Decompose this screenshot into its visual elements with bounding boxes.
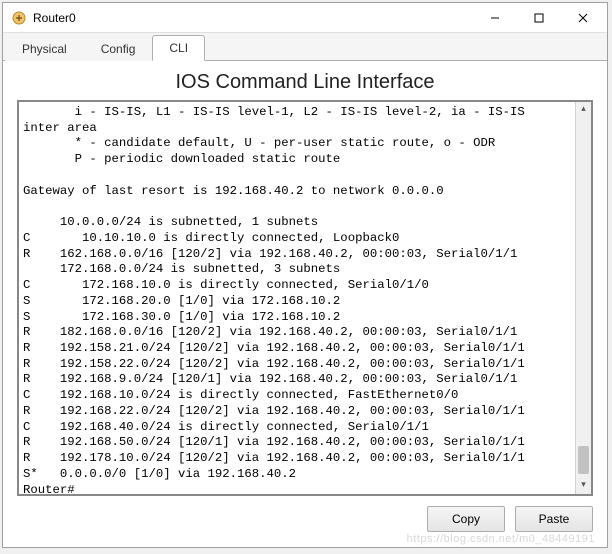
paste-button[interactable]: Paste <box>515 506 593 532</box>
cli-heading: IOS Command Line Interface <box>17 67 593 100</box>
tab-bar: Physical Config CLI <box>3 33 607 61</box>
titlebar: Router0 <box>3 3 607 33</box>
tab-physical[interactable]: Physical <box>5 36 84 61</box>
scroll-up-arrow[interactable]: ▴ <box>576 102 591 118</box>
copy-button[interactable]: Copy <box>427 506 505 532</box>
button-row: Copy Paste <box>17 496 593 532</box>
router-icon <box>11 10 27 26</box>
window-controls <box>473 4 605 32</box>
tab-config[interactable]: Config <box>84 36 153 61</box>
tab-cli[interactable]: CLI <box>152 35 205 61</box>
app-window: Router0 Physical Config CLI IOS Command … <box>2 2 608 548</box>
terminal-scrollbar[interactable]: ▴▾ <box>575 102 591 494</box>
maximize-button[interactable] <box>517 4 561 32</box>
scroll-thumb[interactable] <box>578 446 589 474</box>
cli-terminal[interactable]: i - IS-IS, L1 - IS-IS level-1, L2 - IS-I… <box>17 100 593 496</box>
scroll-track[interactable] <box>576 118 591 478</box>
window-title: Router0 <box>33 11 473 25</box>
close-button[interactable] <box>561 4 605 32</box>
minimize-button[interactable] <box>473 4 517 32</box>
cli-output: i - IS-IS, L1 - IS-IS level-1, L2 - IS-I… <box>23 105 525 496</box>
scroll-down-arrow[interactable]: ▾ <box>576 478 591 494</box>
main-panel: IOS Command Line Interface i - IS-IS, L1… <box>3 61 607 542</box>
